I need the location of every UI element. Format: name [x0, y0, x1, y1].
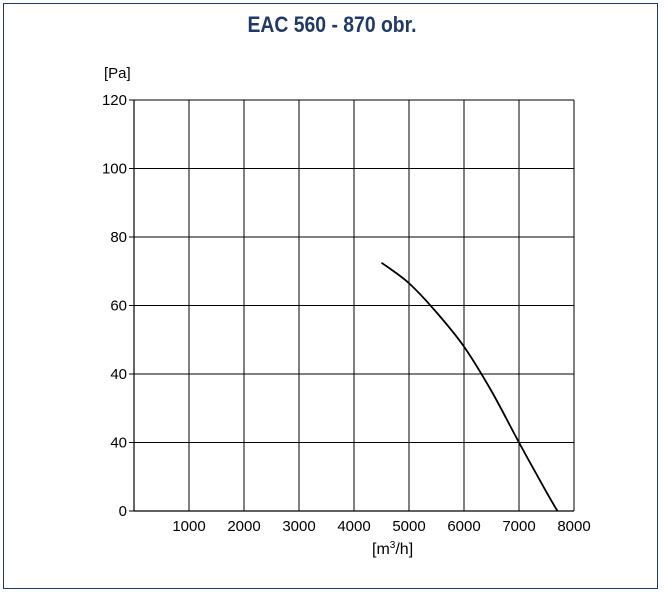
- x-tick-labels: 1000 2000 3000 4000 5000 6000 7000 8000: [172, 518, 590, 535]
- x-tick-label: 5000: [392, 518, 425, 535]
- x-axis-label-tail: /h]: [395, 541, 413, 558]
- y-tick-labels: 0 40 40 60 80 100 120: [102, 92, 127, 520]
- x-tick-label: 6000: [447, 518, 480, 535]
- y-tick-label: 40: [110, 366, 127, 383]
- y-tick-label: 60: [110, 298, 127, 315]
- x-tick-label: 1000: [172, 518, 205, 535]
- x-tick-label: 3000: [282, 518, 315, 535]
- chart-title: EAC 560 - 870 obr.: [247, 12, 417, 37]
- y-axis-label: [Pa]: [104, 65, 131, 82]
- y-tick-label: 40: [110, 435, 127, 452]
- series-line: [380, 261, 559, 512]
- y-tick-label: 0: [119, 503, 127, 520]
- y-tick-label: 120: [102, 92, 127, 109]
- x-axis-label-sup: 3: [390, 540, 396, 551]
- chart-frame: [3, 3, 658, 589]
- x-tick-label: 2000: [227, 518, 260, 535]
- x-tick-label: 7000: [502, 518, 535, 535]
- series-lines: [380, 261, 559, 512]
- y-tick-label: 80: [110, 229, 127, 246]
- x-tick-label: 4000: [337, 518, 370, 535]
- grid: [129, 99, 575, 512]
- x-axis-label: [m3/h]: [372, 540, 413, 558]
- x-tick-label: 8000: [557, 518, 590, 535]
- x-axis-label-base: [m: [372, 541, 390, 558]
- y-tick-label: 100: [102, 161, 127, 178]
